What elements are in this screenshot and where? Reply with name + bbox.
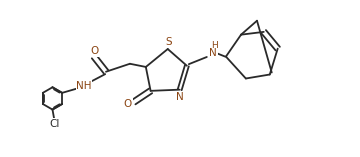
- Text: Cl: Cl: [49, 119, 60, 129]
- Text: N: N: [176, 92, 184, 102]
- Text: H: H: [211, 41, 218, 50]
- Text: NH: NH: [76, 81, 92, 91]
- Text: S: S: [165, 37, 172, 47]
- Text: O: O: [91, 46, 99, 56]
- Text: O: O: [124, 99, 132, 109]
- Text: N: N: [209, 48, 217, 58]
